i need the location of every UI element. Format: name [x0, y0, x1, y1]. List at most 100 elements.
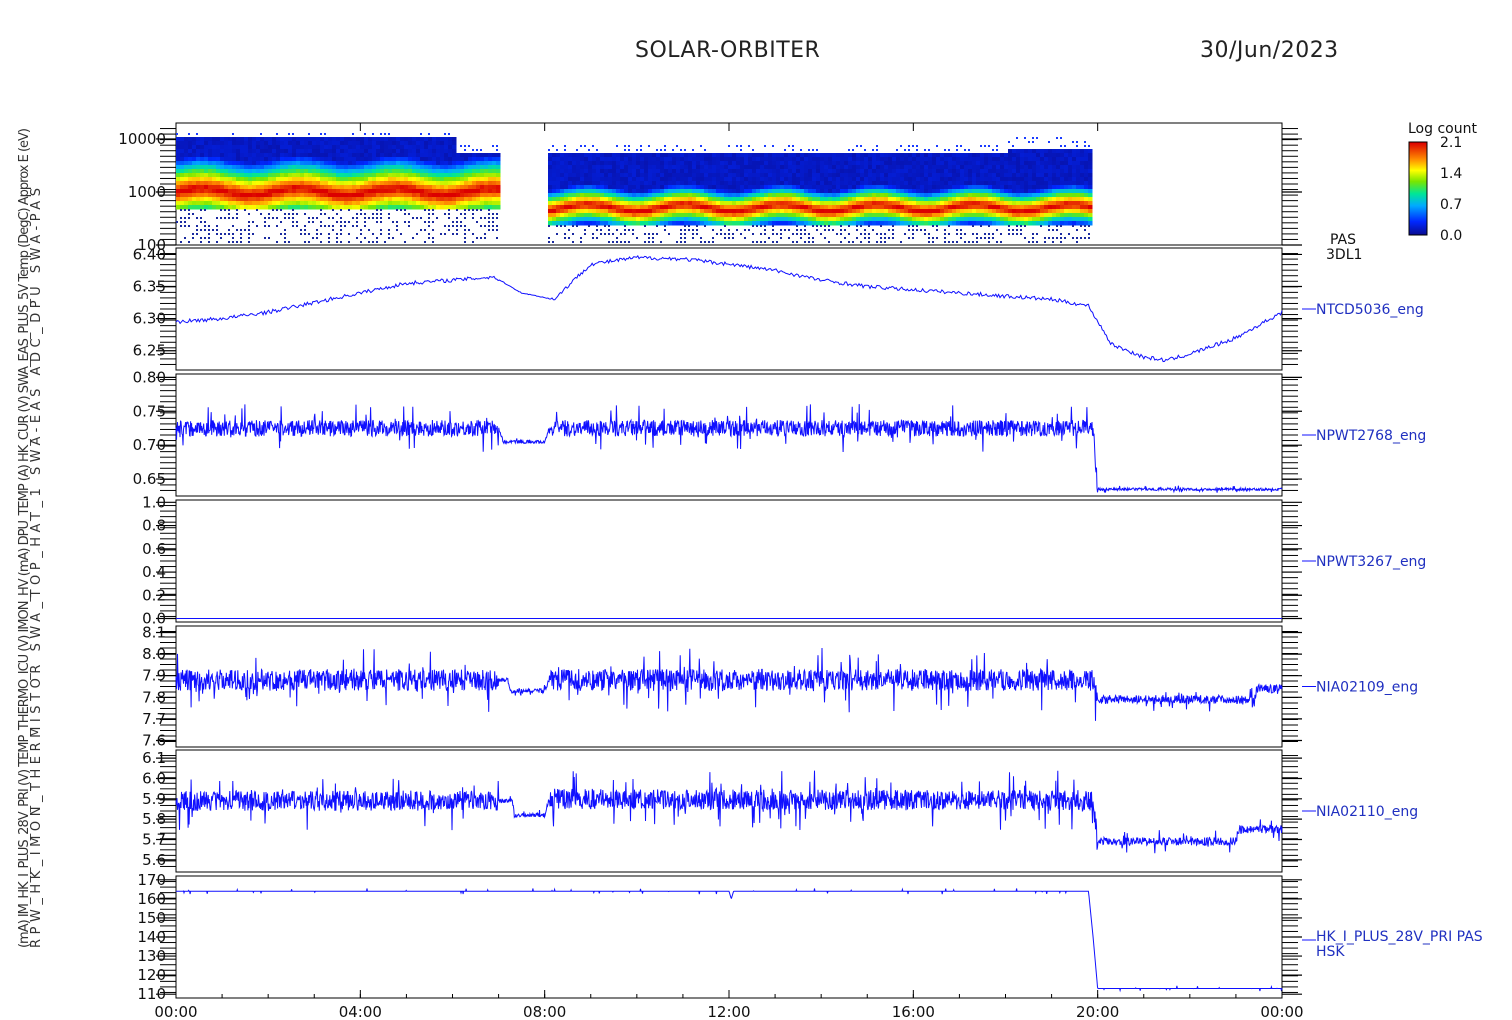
- spectrogram-cell: [240, 229, 242, 231]
- spectrogram-cell: [592, 153, 597, 158]
- spectrogram-cell: [952, 161, 957, 166]
- spectrogram-cell: [884, 193, 889, 198]
- spectrogram-cell: [380, 157, 385, 162]
- spectrogram-cell: [708, 193, 713, 198]
- spectrogram-cell: [812, 237, 814, 239]
- spectrogram-cell: [352, 161, 357, 166]
- spectrogram-cell: [1032, 241, 1034, 243]
- spectrogram-cell: [820, 205, 825, 210]
- spectrogram-cell: [592, 213, 597, 218]
- spectrogram-cell: [300, 169, 305, 174]
- spectrogram-cell: [860, 153, 865, 158]
- spectrogram-cell: [636, 165, 641, 170]
- spectrogram-cell: [856, 197, 861, 202]
- spectrogram-cell: [416, 217, 418, 219]
- spectrogram-cell: [324, 225, 326, 227]
- spectrogram-cell: [672, 201, 677, 206]
- spectrogram-cell: [208, 153, 213, 158]
- spectrogram-cell: [860, 209, 865, 214]
- spectrogram-cell: [1048, 221, 1053, 226]
- spectrogram-cell: [1016, 181, 1021, 186]
- y-tick-label: 140: [137, 928, 166, 946]
- spectrogram-cell: [656, 165, 661, 170]
- spectrogram-cell: [624, 149, 626, 151]
- spectrogram-cell: [672, 193, 677, 198]
- spectrogram-cell: [236, 205, 241, 210]
- spectrogram-cell: [572, 201, 577, 206]
- spectrogram-cell: [744, 217, 749, 222]
- spectrogram-cell: [760, 185, 765, 190]
- spectrogram-cell: [716, 193, 721, 198]
- spectrogram-cell: [456, 189, 461, 194]
- spectrogram-cell: [988, 213, 993, 218]
- spectrogram-cell: [176, 153, 181, 158]
- spectrogram-cell: [944, 229, 946, 231]
- spectrogram-cell: [940, 161, 945, 166]
- spectrogram-cell: [804, 233, 806, 235]
- spectrogram-cell: [908, 149, 910, 151]
- spectrogram-cell: [1032, 189, 1037, 194]
- spectrogram-cell: [740, 153, 745, 158]
- spectrogram-cell: [476, 197, 481, 202]
- spectrogram-cell: [832, 177, 837, 182]
- spectrogram-cell: [992, 205, 997, 210]
- spectrogram-cell: [292, 173, 297, 178]
- spectrogram-cell: [192, 197, 197, 202]
- spectrogram-cell: [392, 173, 397, 178]
- spectrogram-cell: [972, 161, 977, 166]
- spectrogram-cell: [600, 209, 605, 214]
- spectrogram-cell: [700, 193, 705, 198]
- spectrogram-cell: [276, 209, 278, 211]
- spectrogram-cell: [1020, 209, 1025, 214]
- spectrogram-cell: [760, 181, 765, 186]
- spectrogram-cell: [444, 193, 449, 198]
- spectrogram-cell: [736, 229, 738, 231]
- spectrogram-cell: [440, 173, 445, 178]
- spectrogram-cell: [792, 241, 794, 243]
- spectrogram-cell: [348, 177, 353, 182]
- spectrogram-cell: [584, 181, 589, 186]
- spectrogram-cell: [656, 189, 661, 194]
- spectrogram-cell: [316, 237, 318, 239]
- spectrogram-cell: [768, 201, 773, 206]
- spectrogram-cell: [688, 185, 693, 190]
- spectrogram-cell: [776, 193, 781, 198]
- spectrogram-cell: [364, 137, 369, 142]
- spectrogram-cell: [996, 241, 998, 243]
- spectrogram-cell: [640, 165, 645, 170]
- spectrogram-cell: [1016, 233, 1018, 235]
- spectrogram-cell: [284, 157, 289, 162]
- spectrogram-cell: [808, 161, 813, 166]
- spectrogram-cell: [636, 161, 641, 166]
- spectrogram-cell: [700, 169, 705, 174]
- spectrogram-cell: [416, 181, 421, 186]
- spectrogram-cell: [192, 169, 197, 174]
- spectrogram-cell: [312, 149, 317, 154]
- spectrogram-cell: [408, 185, 413, 190]
- spectrogram-cell: [1052, 209, 1057, 214]
- spectrogram-cell: [788, 193, 793, 198]
- spectrogram-cell: [636, 197, 641, 202]
- spectrogram-cell: [988, 241, 990, 243]
- spectrogram-cell: [688, 157, 693, 162]
- spectrogram-cell: [940, 217, 945, 222]
- spectrogram-cell: [1052, 149, 1057, 154]
- spectrogram-cell: [380, 133, 382, 135]
- spectrogram-cell: [292, 197, 297, 202]
- spectrogram-cell: [424, 241, 426, 243]
- spectrogram-cell: [388, 229, 390, 231]
- spectrogram-cell: [464, 213, 466, 215]
- spectrogram-cell: [268, 225, 270, 227]
- spectrogram-cell: [1020, 193, 1025, 198]
- spectrogram-cell: [964, 217, 969, 222]
- spectrogram-cell: [616, 209, 621, 214]
- spectrogram-cell: [744, 161, 749, 166]
- spectrogram-cell: [856, 193, 861, 198]
- spectrogram-cell: [608, 201, 613, 206]
- spectrogram-cell: [1024, 213, 1029, 218]
- spectrogram-cell: [952, 193, 957, 198]
- spectrogram-cell: [820, 189, 825, 194]
- spectrogram-cell: [484, 181, 489, 186]
- spectrogram-cell: [736, 181, 741, 186]
- spectrogram-cell: [860, 225, 862, 227]
